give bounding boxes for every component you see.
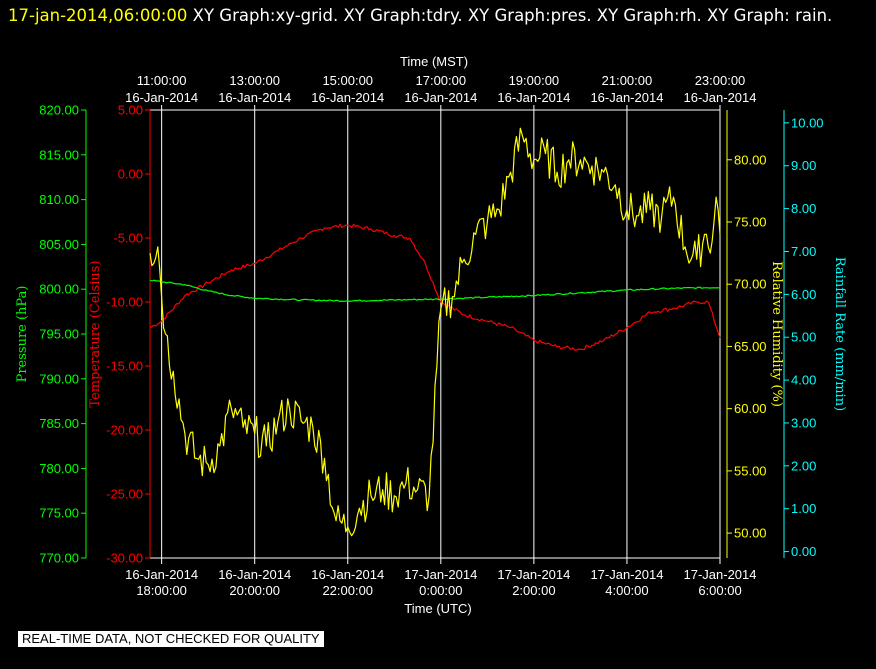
temp-tick-label: -10.00 [106, 295, 143, 310]
rh-tick-label: 75.00 [734, 215, 767, 230]
rh-tick-label: 65.00 [734, 339, 767, 354]
x-bottom-tick-time: 4:00:00 [605, 583, 648, 598]
x-top-tick-date: 16-Jan-2014 [125, 90, 198, 105]
x-bottom-tick-date: 17-Jan-2014 [497, 567, 570, 582]
pres-tick-label: 795.00 [39, 327, 79, 342]
rain-tick-label: 9.00 [791, 158, 816, 173]
rain-tick-label: 1.00 [791, 501, 816, 516]
x-bottom-tick-time: 0:00:00 [419, 583, 462, 598]
rain-tick-label: 7.00 [791, 244, 816, 259]
x-top-tick-time: 17:00:00 [416, 73, 467, 88]
x-top-tick-date: 16-Jan-2014 [497, 90, 570, 105]
pres-axis-label: Pressure (hPa) [15, 286, 30, 383]
rain-tick-label: 10.00 [791, 115, 824, 130]
temp-tick-label: -25.00 [106, 487, 143, 502]
x-top-tick-date: 16-Jan-2014 [218, 90, 291, 105]
temp-axis-label: Temperature (Celsius) [88, 260, 103, 407]
x-bottom-tick-date: 16-Jan-2014 [218, 567, 291, 582]
rain-tick-label: 4.00 [791, 373, 816, 388]
header-timestamp: 17-jan-2014,06:00:00 [8, 6, 188, 25]
rh-axis-label: Relative Humidity (%) [769, 261, 784, 407]
pres-tick-label: 805.00 [39, 237, 79, 252]
qc-notice: REAL-TIME DATA, NOT CHECKED FOR QUALITY [18, 631, 324, 647]
x-top-tick-date: 16-Jan-2014 [590, 90, 663, 105]
x-top-tick-time: 15:00:00 [322, 73, 373, 88]
temp-tick-label: -20.00 [106, 423, 143, 438]
grid-lines [161, 110, 721, 558]
series-layer [149, 127, 721, 537]
rain-tick-label: 0.00 [791, 544, 816, 559]
series-tdry-line [149, 223, 721, 351]
x-bottom-tick-time: 6:00:00 [698, 583, 741, 598]
rh-tick-label: 70.00 [734, 277, 767, 292]
x-top-tick-date: 16-Jan-2014 [404, 90, 477, 105]
pres-tick-label: 770.00 [39, 551, 79, 566]
x-bottom-tick-date: 17-Jan-2014 [684, 567, 757, 582]
temp-tick-label: 5.00 [118, 103, 143, 118]
temp-tick-label: -30.00 [106, 551, 143, 566]
rain-tick-label: 5.00 [791, 330, 816, 345]
temp-tick-label: -15.00 [106, 359, 143, 374]
rh-tick-label: 60.00 [734, 401, 767, 416]
x-bottom-axis-label: Time (UTC) [404, 601, 471, 616]
temp-tick-label: 0.00 [118, 167, 143, 182]
pres-tick-label: 785.00 [39, 416, 79, 431]
x-bottom-tick-time: 22:00:00 [322, 583, 373, 598]
x-bottom-tick-date: 17-Jan-2014 [590, 567, 663, 582]
plot-frame [149, 109, 721, 559]
pres-tick-label: 815.00 [39, 147, 79, 162]
rh-tick-label: 80.00 [734, 152, 767, 167]
graph-header: 17-jan-2014,06:00:00 XY Graph:xy-grid. X… [8, 2, 868, 29]
series-rh-line [149, 127, 721, 537]
x-top-tick-date: 16-Jan-2014 [311, 90, 384, 105]
x-top-tick-time: 21:00:00 [602, 73, 653, 88]
series-pres-line [149, 279, 721, 302]
temp-tick-label: -5.00 [113, 231, 143, 246]
pres-tick-label: 775.00 [39, 506, 79, 521]
header-titles: XY Graph:xy-grid. XY Graph:tdry. XY Grap… [192, 6, 833, 25]
rh-tick-label: 55.00 [734, 463, 767, 478]
x-top-axis-label: Time (MST) [400, 54, 468, 69]
x-bottom-tick-date: 17-Jan-2014 [404, 567, 477, 582]
rain-tick-label: 8.00 [791, 201, 816, 216]
x-top-tick-time: 19:00:00 [509, 73, 560, 88]
rain-tick-label: 3.00 [791, 415, 816, 430]
pres-tick-label: 800.00 [39, 282, 79, 297]
x-top-tick-time: 13:00:00 [229, 73, 280, 88]
rain-tick-label: 6.00 [791, 287, 816, 302]
x-top-tick-time: 11:00:00 [137, 73, 187, 88]
pres-tick-label: 780.00 [39, 461, 79, 476]
axes: 16-Jan-201418:00:0016-Jan-201420:00:0016… [15, 54, 847, 616]
rain-axis-label: Rainfall Rate (mm/min) [832, 257, 847, 411]
x-bottom-tick-time: 2:00:00 [512, 583, 555, 598]
rain-tick-label: 2.00 [791, 458, 816, 473]
pres-tick-label: 790.00 [39, 371, 79, 386]
x-bottom-tick-date: 16-Jan-2014 [311, 567, 384, 582]
x-top-tick-time: 23:00:00 [695, 73, 746, 88]
x-bottom-tick-time: 18:00:00 [136, 583, 187, 598]
rh-tick-label: 50.00 [734, 526, 767, 541]
pres-tick-label: 810.00 [39, 192, 79, 207]
x-bottom-tick-date: 16-Jan-2014 [125, 567, 198, 582]
pres-tick-label: 820.00 [39, 103, 79, 118]
x-bottom-tick-time: 20:00:00 [229, 583, 280, 598]
x-top-tick-date: 16-Jan-2014 [684, 90, 757, 105]
